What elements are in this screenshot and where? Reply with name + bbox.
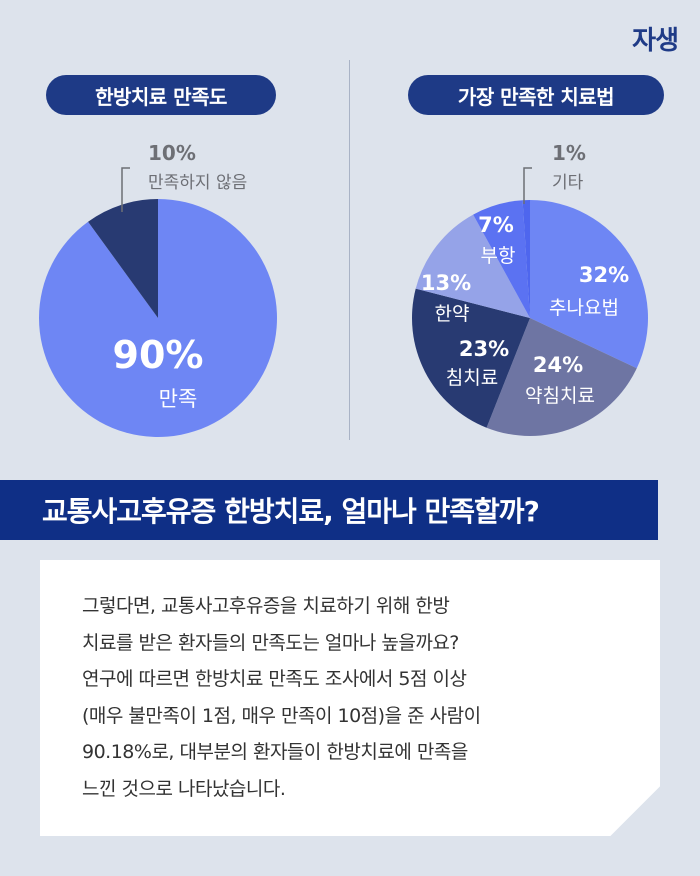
data-label-value: 7% [478, 213, 514, 237]
data-label-value: 1% [552, 141, 586, 165]
body-line: 연구에 따르면 한방치료 만족도 조사에서 5점 이상 [82, 668, 467, 690]
body-line: (매우 불만족이 1점, 매우 만족이 10점)을 준 사람이 [82, 704, 481, 727]
data-label-value: 24% [533, 353, 583, 377]
data-label-name: 침치료 [446, 367, 498, 389]
brand-logo: 자생 [632, 26, 679, 56]
pie-slice [415, 214, 530, 318]
data-label-value: 13% [421, 271, 471, 295]
pie-slice [486, 318, 637, 436]
pie-charts: 90% 만족 10% 만족하지 않음 32% 추나요법 24% 약침치료 23% 침치료 13% 한약… [38, 141, 649, 437]
right-chart-title: 가장 만족한 치료법 [408, 75, 664, 115]
pie-slice [522, 200, 530, 318]
section-banner: 교통사고후유증 한방치료, 얼마나 만족할까? [0, 480, 658, 540]
body-line: 치료를 받은 환자들의 만족도는 얼마나 높을까요? [82, 631, 459, 654]
data-label-name: 추나요법 [549, 297, 619, 319]
data-label-name: 한약 [435, 303, 470, 325]
data-label-value: 32% [579, 263, 629, 287]
body-line: 느낀 것으로 나타났습니다. [82, 777, 286, 800]
pie-slice [473, 200, 530, 318]
data-label-name: 기타 [552, 173, 584, 193]
data-label-value: 23% [459, 337, 509, 361]
data-label-value: 10% [148, 141, 196, 165]
data-label-name: 만족하지 않음 [148, 173, 247, 193]
pie-slice [530, 200, 649, 369]
pie-slice [412, 288, 530, 428]
data-label-name: 만족 [159, 387, 198, 411]
leader-line [121, 167, 130, 212]
body-line: 그렇다면, 교통사고후유증을 치료하기 위해 한방 [82, 595, 450, 617]
data-label-name: 약침치료 [525, 385, 595, 407]
leader-line [523, 167, 532, 204]
left-chart-title: 한방치료 만족도 [46, 75, 276, 115]
data-label-value: 90% [113, 333, 204, 377]
body-line: 90.18%로, 대부분의 환자들이 한방치료에 만족을 [82, 741, 468, 763]
pie-slice [38, 199, 277, 437]
data-label-name: 부항 [481, 245, 516, 267]
chart-divider [349, 60, 350, 440]
pie-slice [88, 199, 158, 318]
